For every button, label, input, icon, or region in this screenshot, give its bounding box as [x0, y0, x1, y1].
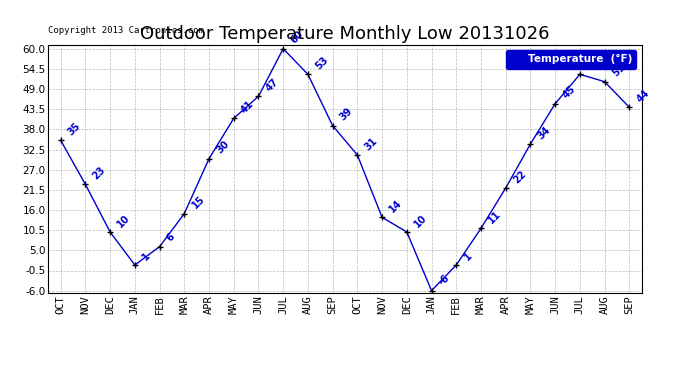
- Text: 60: 60: [288, 29, 306, 46]
- Text: 1: 1: [462, 251, 473, 262]
- Text: 53: 53: [585, 55, 602, 72]
- Text: 31: 31: [363, 136, 380, 152]
- Text: 34: 34: [536, 124, 553, 141]
- Text: 11: 11: [486, 209, 503, 225]
- Text: 10: 10: [413, 213, 429, 229]
- Text: 39: 39: [338, 106, 355, 123]
- Text: 53: 53: [313, 55, 330, 72]
- Text: 6: 6: [165, 232, 177, 244]
- Text: 23: 23: [91, 165, 108, 182]
- Title: Outdoor Temperature Monthly Low 20131026: Outdoor Temperature Monthly Low 20131026: [140, 26, 550, 44]
- Text: Copyright 2013 Cartronics.com: Copyright 2013 Cartronics.com: [48, 26, 204, 35]
- Text: 35: 35: [66, 121, 83, 138]
- Legend: Temperature  (°F): Temperature (°F): [506, 50, 636, 69]
- Text: -6: -6: [437, 273, 452, 288]
- Text: 15: 15: [190, 194, 206, 211]
- Text: 1: 1: [140, 251, 152, 262]
- Text: 51: 51: [610, 62, 627, 79]
- Text: 45: 45: [561, 84, 578, 101]
- Text: 44: 44: [635, 88, 651, 105]
- Text: 30: 30: [215, 139, 231, 156]
- Text: 47: 47: [264, 77, 281, 93]
- Text: 10: 10: [116, 213, 132, 229]
- Text: 14: 14: [388, 198, 404, 214]
- Text: 41: 41: [239, 99, 256, 116]
- Text: 22: 22: [511, 169, 528, 185]
